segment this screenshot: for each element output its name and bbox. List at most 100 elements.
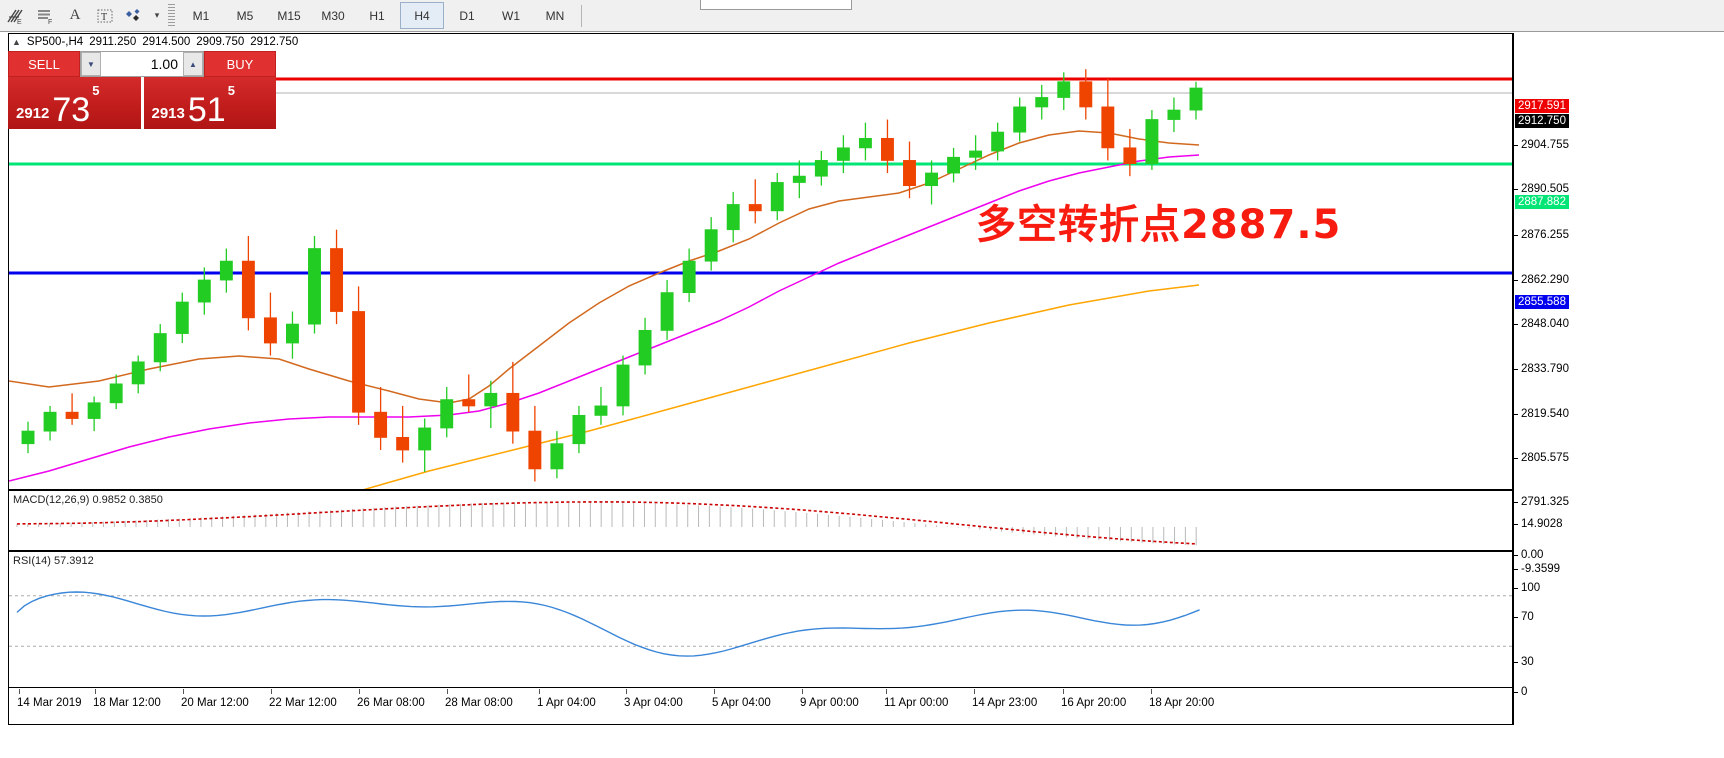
chart-frame: ▲ SP500-,H4 2911.250 2914.500 2909.750 2… <box>8 33 1513 725</box>
quote-bar: ▲ SP500-,H4 2911.250 2914.500 2909.750 2… <box>9 34 1512 51</box>
quote-high: 2914.500 <box>142 36 191 48</box>
time-axis-tick <box>359 689 360 694</box>
quote-open: 2911.250 <box>89 36 137 48</box>
svg-text:T: T <box>101 12 107 23</box>
timeframe-m1[interactable]: M1 <box>192 8 210 23</box>
rsi-tick: 100 <box>1514 582 1540 594</box>
macd-pane[interactable]: MACD(12,26,9) 0.9852 0.3850 <box>9 493 1512 552</box>
sell-button[interactable]: SELL <box>8 51 80 77</box>
time-axis-tick <box>1151 689 1152 694</box>
price-scale[interactable]: 2904.755 2890.505 2876.255 2862.290 2848.040… <box>1513 33 1713 725</box>
time-axis-tick <box>886 689 887 694</box>
price-tick: 2848.040 <box>1514 318 1569 330</box>
time-axis-label: 5 Apr 04:00 <box>712 697 771 709</box>
timeframe-m5[interactable]: M5 <box>236 8 254 23</box>
price-tick: 2876.255 <box>1514 229 1569 241</box>
chart-symbol-label: SP500-,H4 <box>26 36 84 48</box>
rsi-pane[interactable]: RSI(14) 57.3912 <box>9 554 1512 688</box>
timeframe-d1[interactable]: D1 <box>459 8 475 23</box>
time-axis-label: 1 Apr 04:00 <box>537 697 596 709</box>
one-click-trading-panel[interactable]: SELL ▼ 1.00 ▲ BUY 2912 73 5 2913 51 5 <box>8 51 276 129</box>
resistance-price-tag: 2917.591 <box>1515 99 1569 113</box>
time-axis-label: 11 Apr 00:00 <box>884 697 949 709</box>
timeframe-h1[interactable]: H1 <box>369 8 385 23</box>
time-axis-label: 18 Mar 12:00 <box>93 697 161 709</box>
ask-price-box[interactable]: 2913 51 5 <box>143 77 276 130</box>
macd-tick: 0.00 <box>1514 549 1543 561</box>
timeframe-mn[interactable]: MN <box>545 8 565 23</box>
time-axis-label: 16 Apr 20:00 <box>1061 697 1127 709</box>
quote-close: 2912.750 <box>250 36 299 48</box>
time-axis-tick <box>974 689 975 694</box>
time-axis-tick <box>1063 689 1064 694</box>
time-axis-tick <box>539 689 540 694</box>
price-chart-canvas[interactable] <box>9 51 1512 491</box>
dropdown-arrow-icon[interactable]: ▾ <box>154 10 160 20</box>
time-axis-tick <box>447 689 448 694</box>
price-tick: 2890.505 <box>1514 183 1569 195</box>
turning-point-annotation: 多空转折点2887.5 <box>976 202 1342 248</box>
price-tick: 2819.540 <box>1514 408 1569 420</box>
quote-low: 2909.750 <box>196 36 245 48</box>
price-tick: 2791.325 <box>1514 496 1569 508</box>
timeframe-w1[interactable]: W1 <box>502 8 520 23</box>
price-tick: 2862.290 <box>1514 274 1569 286</box>
main-toolbar: E F A T ▾ M1 M5 M15 M30 H1 H4 D1 W1 MN <box>0 0 1724 32</box>
time-axis-label: 26 Mar 08:00 <box>357 697 425 709</box>
bid-price-fraction: 5 <box>92 83 100 98</box>
time-axis-tick <box>271 689 272 694</box>
lower-level-tag: 2855.588 <box>1515 295 1569 309</box>
collapse-triangle-icon[interactable]: ▲ <box>12 37 21 47</box>
text-tool-icon[interactable]: A <box>69 7 81 23</box>
time-axis-tick <box>95 689 96 694</box>
time-axis-label: 14 Mar 2019 <box>17 697 82 709</box>
bid-price-main: 73 <box>52 91 91 130</box>
macd-tick: -9.3599 <box>1514 563 1560 575</box>
volume-up-icon[interactable]: ▲ <box>183 52 203 76</box>
rsi-canvas <box>9 591 1512 657</box>
price-tick: 2805.575 <box>1514 452 1569 464</box>
rsi-tick: 70 <box>1514 611 1534 623</box>
time-axis-label: 9 Apr 00:00 <box>800 697 859 709</box>
time-axis-tick <box>626 689 627 694</box>
time-axis-label: 20 Mar 12:00 <box>181 697 249 709</box>
time-axis-label: 22 Mar 12:00 <box>269 697 337 709</box>
time-axis-tick <box>714 689 715 694</box>
rsi-label: RSI(14) 57.3912 <box>13 555 94 567</box>
rsi-tick: 0 <box>1514 686 1527 698</box>
volume-input[interactable]: 1.00 <box>150 56 178 72</box>
time-axis-tick <box>802 689 803 694</box>
volume-down-icon[interactable]: ▼ <box>81 52 101 76</box>
indicators-icon[interactable]: F <box>30 2 60 30</box>
time-axis-label: 28 Mar 08:00 <box>445 697 513 709</box>
window-tab-stub <box>700 0 852 10</box>
time-axis: 14 Mar 2019 18 Mar 12:00 20 Mar 12:00 22 Ma… <box>9 689 1512 724</box>
last-price-tag: 2912.750 <box>1515 114 1569 128</box>
price-tick: 2904.755 <box>1514 139 1569 151</box>
time-axis-label: 18 Apr 20:00 <box>1149 697 1215 709</box>
text-label-icon[interactable]: T <box>90 2 120 30</box>
timeframe-m15[interactable]: M15 <box>277 8 301 23</box>
bid-price-box[interactable]: 2912 73 5 <box>8 77 144 129</box>
svg-text:F: F <box>48 19 52 26</box>
price-pane[interactable] <box>9 51 1512 491</box>
svg-text:E: E <box>17 19 22 26</box>
volume-stepper[interactable]: ▼ 1.00 ▲ <box>80 51 204 77</box>
macd-tick: 14.9028 <box>1514 518 1563 530</box>
time-axis-label: 14 Apr 23:00 <box>972 697 1038 709</box>
timeframe-h4[interactable]: H4 <box>400 2 444 29</box>
price-tick: 2833.790 <box>1514 363 1569 375</box>
bid-price-prefix: 2912 <box>16 105 50 122</box>
ask-price-fraction: 5 <box>227 83 235 98</box>
ask-price-main: 51 <box>187 91 226 130</box>
support-price-tag: 2887.882 <box>1515 195 1569 209</box>
rsi-tick: 30 <box>1514 656 1534 668</box>
expert-advisor-icon[interactable]: E <box>0 2 30 30</box>
buy-button[interactable]: BUY <box>204 51 276 77</box>
objects-icon[interactable] <box>120 2 150 30</box>
time-axis-tick <box>183 689 184 694</box>
time-axis-label: 3 Apr 04:00 <box>624 697 683 709</box>
toolbar-grip[interactable] <box>168 3 175 28</box>
macd-label: MACD(12,26,9) 0.9852 0.3850 <box>13 494 163 506</box>
timeframe-m30[interactable]: M30 <box>321 8 345 23</box>
